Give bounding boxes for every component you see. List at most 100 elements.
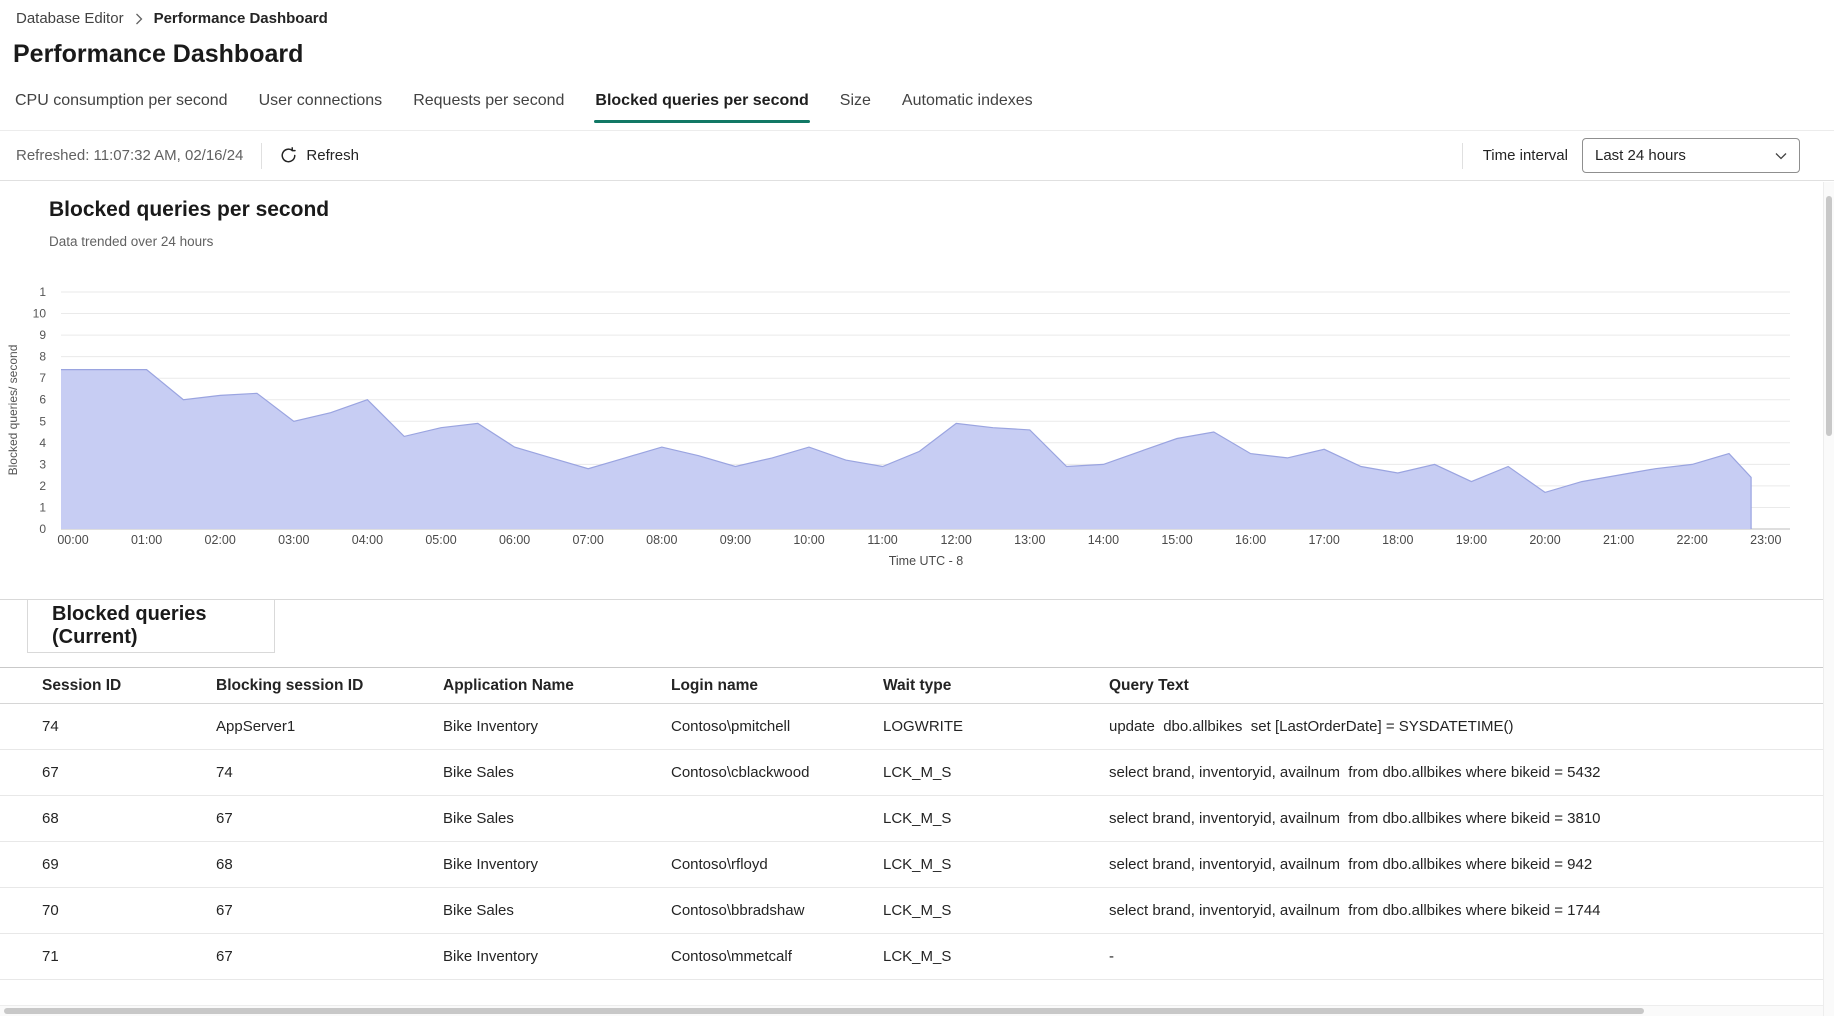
refresh-button[interactable]: Refresh bbox=[280, 147, 359, 164]
table-cell: LCK_M_S bbox=[883, 902, 952, 919]
svg-text:Time UTC - 8: Time UTC - 8 bbox=[889, 554, 964, 568]
breadcrumb: Database Editor Performance Dashboard bbox=[16, 10, 328, 27]
svg-text:20:00: 20:00 bbox=[1529, 533, 1560, 547]
tab-automatic-indexes[interactable]: Automatic indexes bbox=[901, 92, 1033, 109]
svg-text:14:00: 14:00 bbox=[1088, 533, 1119, 547]
horizontal-scrollbar-thumb[interactable] bbox=[4, 1008, 1644, 1014]
svg-text:06:00: 06:00 bbox=[499, 533, 530, 547]
table-cell: Contoso\rfloyd bbox=[671, 856, 768, 873]
blocked-queries-current-tab[interactable]: Blocked queries (Current) bbox=[27, 600, 275, 653]
time-interval-dropdown[interactable]: Last 24 hours bbox=[1582, 138, 1800, 173]
table-cell: select brand, inventoryid, availnum from… bbox=[1109, 764, 1601, 781]
table-row: 74 AppServer1 Bike Inventory Contoso\pmitch… bbox=[0, 704, 1823, 750]
svg-text:22:00: 22:00 bbox=[1677, 533, 1708, 547]
svg-text:4: 4 bbox=[39, 436, 46, 450]
time-interval-label: Time interval bbox=[1482, 147, 1568, 164]
table-cell: LCK_M_S bbox=[883, 764, 952, 781]
table-body: 74 AppServer1 Bike Inventory Contoso\pmitch… bbox=[0, 704, 1823, 980]
table-cell: select brand, inventoryid, availnum from… bbox=[1109, 810, 1601, 827]
svg-text:05:00: 05:00 bbox=[425, 533, 456, 547]
table-cell: AppServer1 bbox=[216, 718, 296, 735]
svg-text:Blocked queries/ second: Blocked queries/ second bbox=[6, 345, 20, 476]
table-cell: 67 bbox=[42, 764, 59, 781]
table-row: 71 67 Bike Inventory Contoso\mmetcalf LCK_M_… bbox=[0, 934, 1823, 980]
table-row: 67 74 Bike Sales Contoso\cblackwood LCK_M_S s… bbox=[0, 750, 1823, 796]
table-cell: LOGWRITE bbox=[883, 718, 964, 735]
svg-text:12:00: 12:00 bbox=[941, 533, 972, 547]
svg-text:10:00: 10:00 bbox=[793, 533, 824, 547]
table-cell: - bbox=[1109, 948, 1114, 965]
svg-text:00:00: 00:00 bbox=[57, 533, 88, 547]
tab-user-connections[interactable]: User connections bbox=[258, 92, 383, 109]
page-title: Performance Dashboard bbox=[13, 40, 304, 68]
table-cell: select brand, inventoryid, availnum from… bbox=[1109, 902, 1601, 919]
table-cell: Bike Sales bbox=[443, 902, 514, 919]
table-cell: Bike Inventory bbox=[443, 856, 539, 873]
column-header-login-name: Login name bbox=[671, 676, 758, 694]
refresh-button-label: Refresh bbox=[306, 147, 359, 164]
column-header-query-text: Query Text bbox=[1109, 676, 1189, 694]
table-cell: Contoso\pmitchell bbox=[671, 718, 791, 735]
horizontal-scrollbar[interactable] bbox=[0, 1005, 1823, 1016]
column-header-session-id: Session ID bbox=[42, 676, 122, 694]
chart-subtitle: Data trended over 24 hours bbox=[49, 234, 214, 249]
table-cell: 70 bbox=[42, 902, 59, 919]
table-cell: update dbo.allbikes set [LastOrderDate] … bbox=[1109, 718, 1514, 735]
blocked-queries-table: Session ID Blocking session ID Application… bbox=[0, 667, 1823, 980]
table-row: 69 68 Bike Inventory Contoso\rfloyd LCK_M_S s… bbox=[0, 842, 1823, 888]
svg-text:08:00: 08:00 bbox=[646, 533, 677, 547]
svg-text:3: 3 bbox=[39, 457, 46, 471]
svg-text:15:00: 15:00 bbox=[1161, 533, 1192, 547]
table-row: 68 67 Bike Sales LCK_M_S select brand, inven… bbox=[0, 796, 1823, 842]
table-cell: 68 bbox=[42, 810, 59, 827]
tab-size[interactable]: Size bbox=[839, 92, 871, 109]
svg-text:03:00: 03:00 bbox=[278, 533, 309, 547]
svg-text:17:00: 17:00 bbox=[1309, 533, 1340, 547]
breadcrumb-performance-dashboard: Performance Dashboard bbox=[153, 10, 328, 27]
table-cell: LCK_M_S bbox=[883, 856, 952, 873]
breadcrumb-chevron-icon bbox=[135, 13, 143, 25]
table-cell: 71 bbox=[42, 948, 59, 965]
svg-text:1: 1 bbox=[39, 285, 46, 299]
table-cell: Bike Sales bbox=[443, 810, 514, 827]
svg-text:2: 2 bbox=[39, 479, 46, 493]
table-cell: 74 bbox=[216, 764, 233, 781]
svg-text:04:00: 04:00 bbox=[352, 533, 383, 547]
table-cell: 67 bbox=[216, 810, 233, 827]
tab-bar: CPU consumption per second User connectio… bbox=[13, 88, 1035, 123]
svg-text:9: 9 bbox=[39, 328, 46, 342]
toolbar: Refreshed: 11:07:32 AM, 02/16/24 Refresh… bbox=[0, 130, 1834, 181]
table-cell: Contoso\cblackwood bbox=[671, 764, 810, 781]
toolbar-divider bbox=[1461, 142, 1463, 169]
svg-text:10: 10 bbox=[33, 307, 47, 321]
table-cell: Bike Sales bbox=[443, 764, 514, 781]
table-cell: 67 bbox=[216, 902, 233, 919]
svg-text:7: 7 bbox=[39, 371, 46, 385]
table-cell: LCK_M_S bbox=[883, 810, 952, 827]
tab-cpu-consumption-per-second[interactable]: CPU consumption per second bbox=[15, 92, 228, 109]
table-cell: Bike Inventory bbox=[443, 718, 539, 735]
svg-text:8: 8 bbox=[39, 350, 46, 364]
svg-text:19:00: 19:00 bbox=[1456, 533, 1487, 547]
svg-text:13:00: 13:00 bbox=[1014, 533, 1045, 547]
svg-text:18:00: 18:00 bbox=[1382, 533, 1413, 547]
refresh-icon bbox=[280, 147, 297, 164]
table-cell: select brand, inventoryid, availnum from… bbox=[1109, 856, 1593, 873]
column-header-application-name: Application Name bbox=[443, 676, 574, 694]
svg-text:6: 6 bbox=[39, 393, 46, 407]
tab-requests-per-second[interactable]: Requests per second bbox=[413, 92, 565, 109]
svg-text:23:00: 23:00 bbox=[1750, 533, 1781, 547]
svg-text:07:00: 07:00 bbox=[573, 533, 604, 547]
table-cell: 74 bbox=[42, 718, 59, 735]
tab-blocked-queries-per-second[interactable]: Blocked queries per second bbox=[593, 88, 811, 123]
table-header-row: Session ID Blocking session ID Application… bbox=[0, 667, 1823, 704]
table-cell: Contoso\mmetcalf bbox=[671, 948, 792, 965]
vertical-scrollbar-thumb[interactable] bbox=[1826, 196, 1832, 436]
svg-text:0: 0 bbox=[39, 522, 46, 536]
vertical-scrollbar[interactable] bbox=[1823, 182, 1834, 1016]
section-divider bbox=[0, 599, 1834, 600]
svg-text:21:00: 21:00 bbox=[1603, 533, 1634, 547]
chart-title: Blocked queries per second bbox=[49, 198, 330, 221]
svg-text:5: 5 bbox=[39, 414, 46, 428]
breadcrumb-database-editor[interactable]: Database Editor bbox=[16, 10, 124, 27]
